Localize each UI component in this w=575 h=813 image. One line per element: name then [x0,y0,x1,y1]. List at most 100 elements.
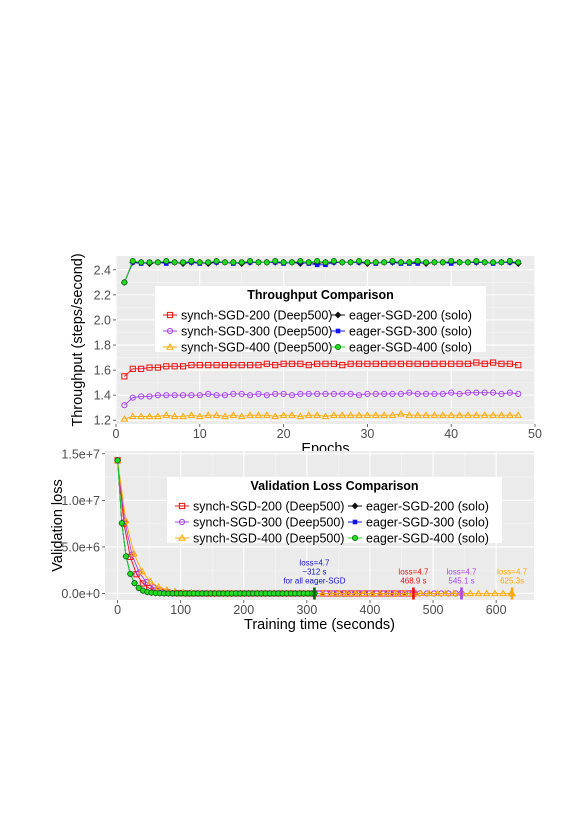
data-point [406,259,413,266]
data-point [392,589,401,597]
data-point [205,361,212,369]
data-point [121,373,128,380]
data-point [246,392,254,399]
legend-label: eager-SGD-300 (solo) [366,516,489,530]
data-point [489,411,497,418]
data-point [381,259,388,266]
legend-label: eager-SGD-400 (solo) [366,532,489,546]
data-point [130,549,138,557]
data-point [441,589,450,597]
x-tick-label: 300 [296,603,317,617]
data-point [414,258,421,265]
y-axis-title: Validation loss [50,479,66,571]
y-tick-label: 2.4 [94,263,111,277]
series-group [113,456,516,598]
annotation-label: ~312 s [302,567,326,576]
legend-key-marker [166,327,174,335]
data-point [330,258,337,265]
data-point [364,259,371,266]
data-point [305,390,312,398]
data-point [128,412,137,420]
legend-label: synch-SGD-200 (Deep500) [193,500,344,514]
data-point [196,259,203,266]
data-point [188,392,195,399]
data-point [406,389,413,396]
data-point [204,411,213,418]
chart-panel-2: 0 100 200 300 400 500 600 0.0e+0 5.0e+6 1.0e+7 1.5… [50,447,534,633]
data-point [188,258,195,265]
data-point [121,279,128,286]
data-point [422,390,430,398]
data-point [355,360,363,367]
data-point [229,411,238,418]
data-point [246,411,254,418]
y-axis-title: Throughput (steps/second) [70,253,86,426]
legend-label: synch-SGD-400 (Deep500) [181,341,332,355]
legend-title: Validation Loss Comparison [250,479,418,493]
data-point [473,258,480,265]
data-point [196,392,203,399]
data-point [154,583,163,590]
data-point [439,390,446,398]
data-point [180,259,187,266]
data-point [347,259,354,266]
data-point [414,360,421,367]
y-tick-label: 1.6 [94,364,111,378]
annotation-label: for all eager-SGD [283,576,345,585]
threshold-marker [460,587,463,600]
data-point [318,589,327,597]
data-point [221,361,229,369]
data-point [230,361,237,369]
data-point [448,258,455,265]
data-point [127,570,134,577]
data-point [171,259,178,266]
data-point [491,589,499,597]
legend-label: eager-SGD-300 (solo) [349,325,472,339]
data-point [280,259,287,266]
data-point [515,259,522,266]
data-point [481,389,488,396]
data-point [137,412,146,420]
data-point [179,412,187,420]
data-point [131,580,138,587]
data-point [154,392,161,399]
data-point [230,259,237,266]
data-point [129,365,136,372]
legend-label: synch-SGD-200 (Deep500) [181,309,332,323]
legend-key-marker [351,502,359,510]
data-point [430,411,439,418]
data-point [367,589,376,597]
y-tick-label: 1.8 [94,339,111,353]
x-tick-label: 200 [233,603,254,617]
data-point [506,389,513,396]
data-point [490,359,497,366]
y-tick-label: 2.0 [94,313,111,327]
data-point [271,412,280,420]
data-point [272,361,279,369]
data-point [305,361,312,369]
data-point [372,360,379,367]
data-point [405,411,414,418]
data-point [433,589,442,597]
data-point [372,390,379,398]
data-point [514,411,523,418]
data-point [138,567,147,575]
data-point [338,411,347,418]
y-tick-label: 2.2 [94,288,111,302]
data-point [359,589,368,597]
data-point [448,360,455,367]
y-tick-label: 1.4 [94,389,111,403]
data-point [162,411,171,418]
data-point [188,361,195,369]
data-point [456,259,463,266]
data-point [450,589,458,597]
data-point [330,411,338,418]
data-point [272,258,279,265]
data-point [288,411,296,418]
data-point [356,258,363,265]
data-point [347,390,354,398]
data-point [171,392,178,399]
data-point [400,589,409,597]
annotation-label: loss=4.7 [398,567,429,576]
y-tick-label: 5.0e+6 [61,540,100,554]
